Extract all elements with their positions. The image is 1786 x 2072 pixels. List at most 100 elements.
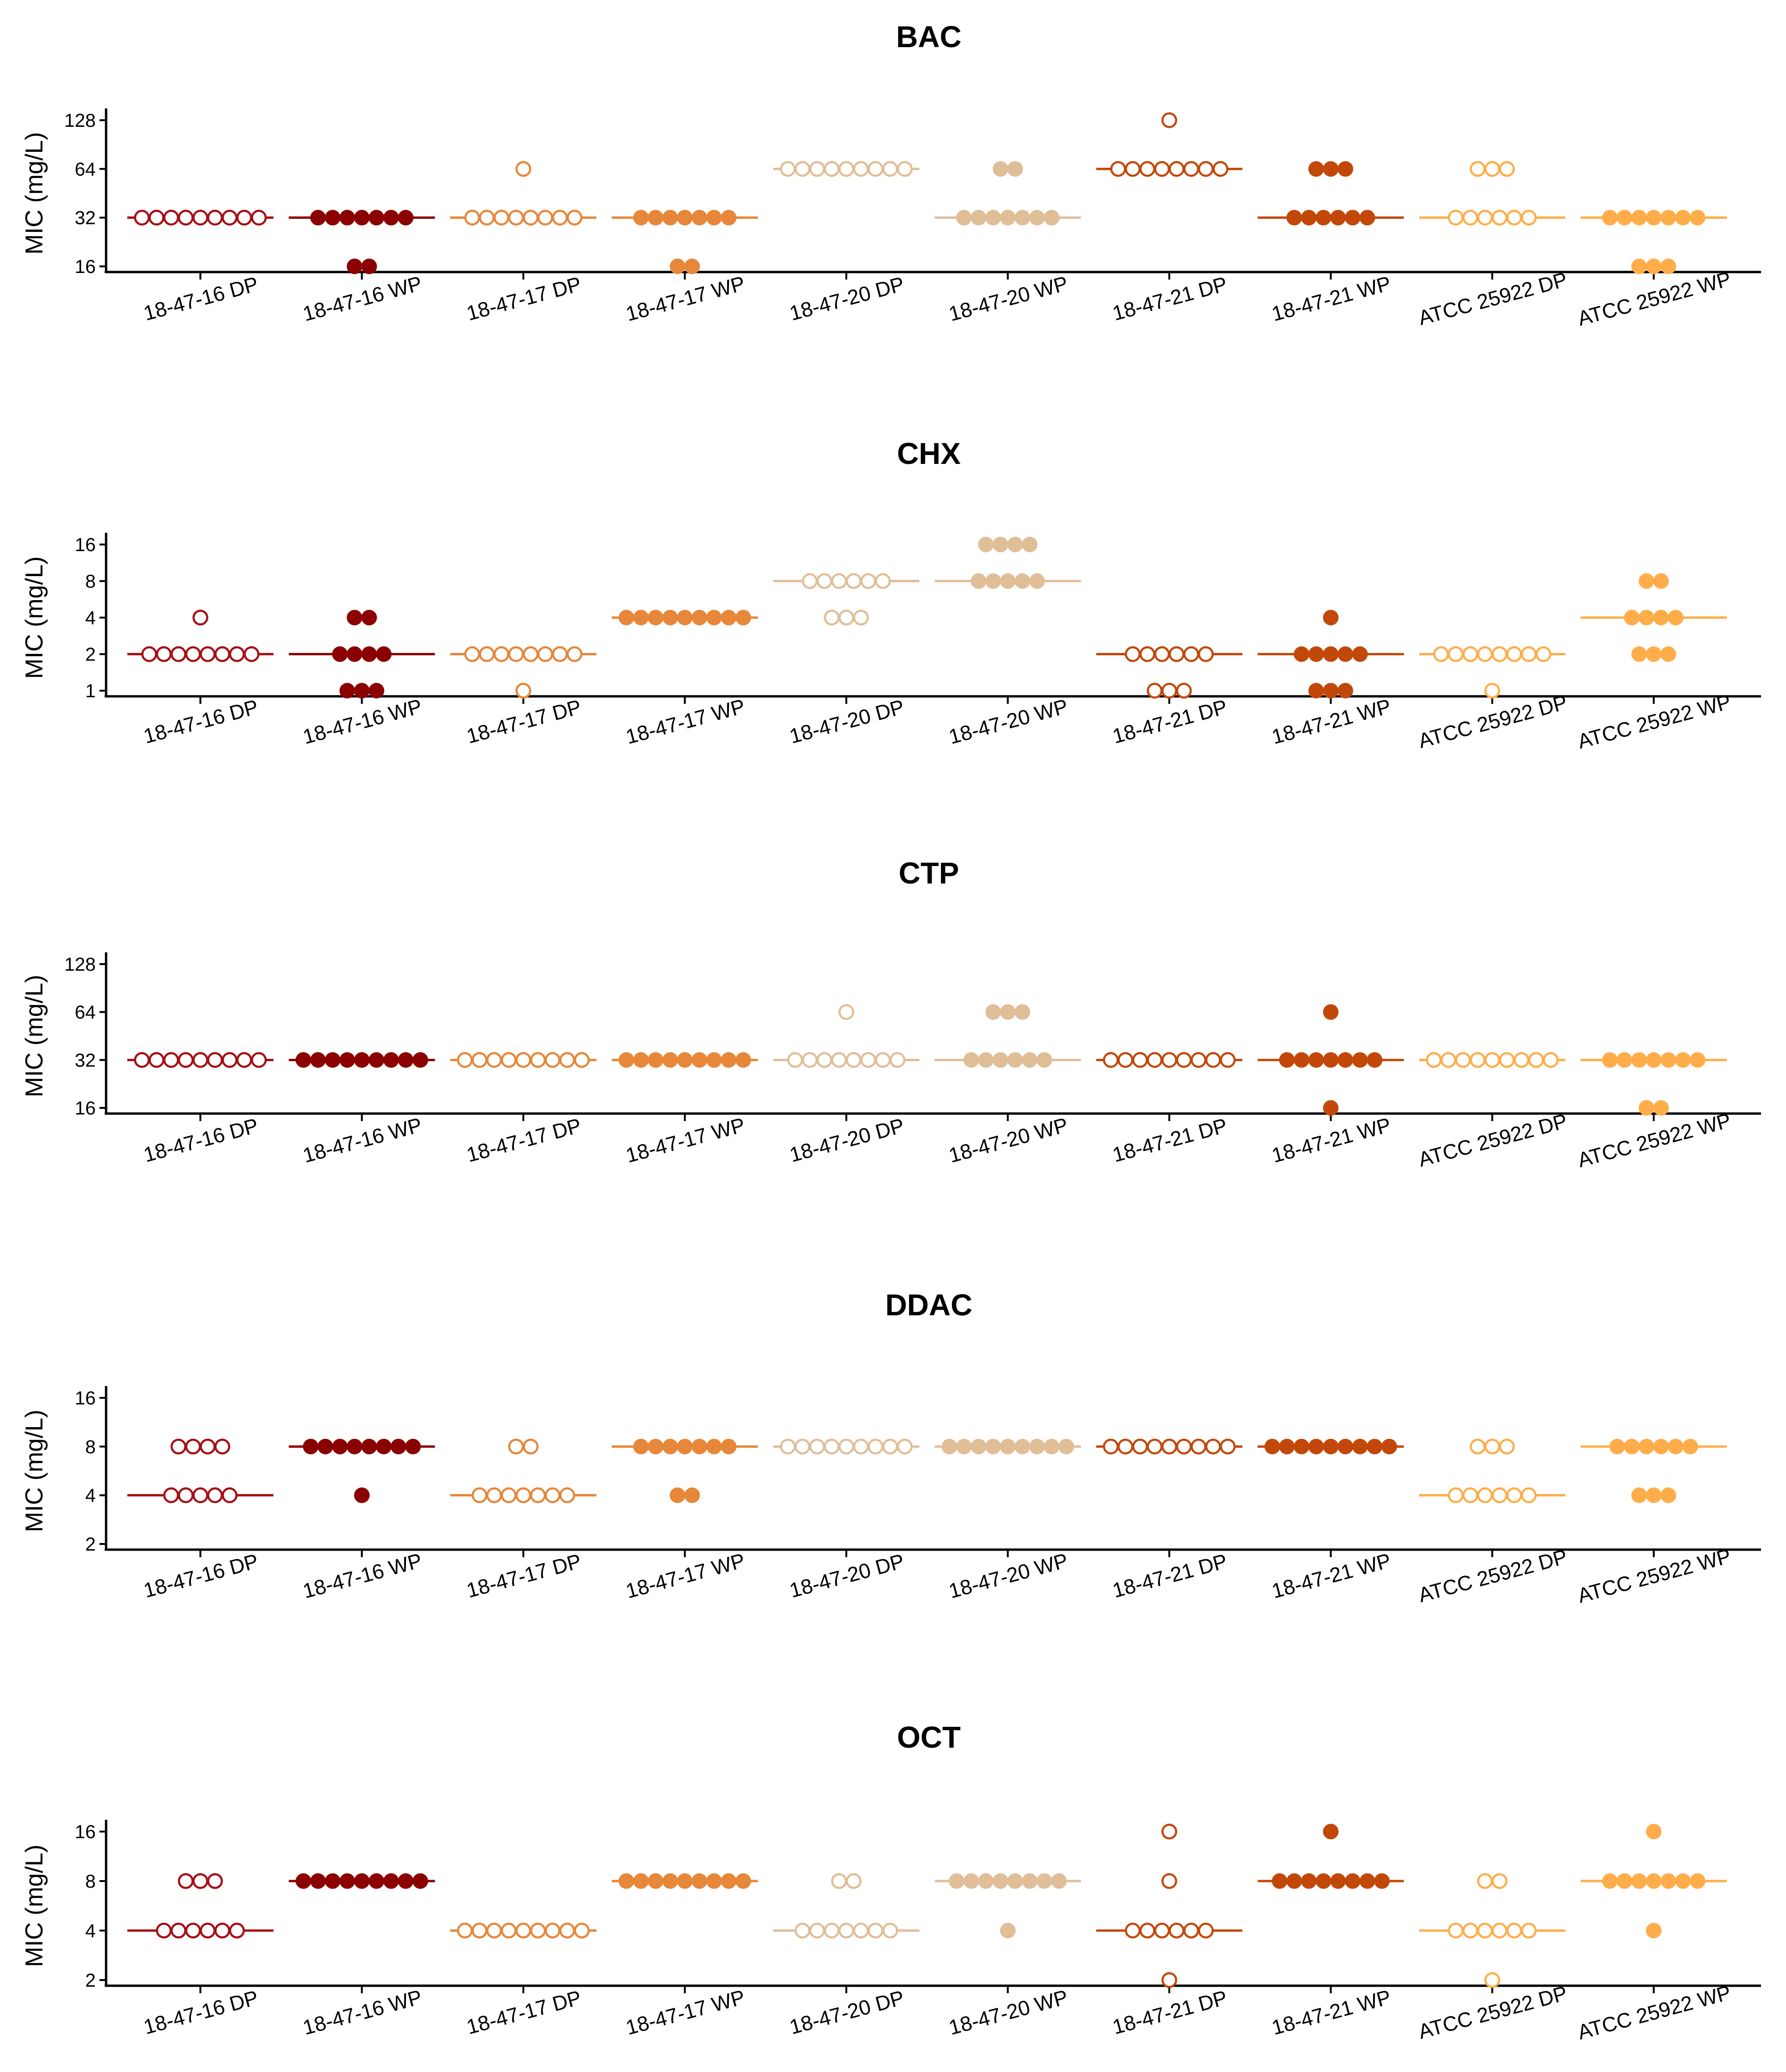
data-point — [1352, 646, 1368, 662]
y-tick-label: 2 — [85, 644, 96, 665]
data-point — [1161, 1824, 1177, 1840]
data-point — [508, 209, 524, 226]
data-point — [838, 1004, 854, 1020]
data-point — [163, 209, 179, 226]
data-point — [192, 1873, 208, 1889]
data-point — [1147, 1052, 1163, 1068]
data-point — [838, 161, 854, 177]
data-point — [1491, 1873, 1508, 1889]
data-point — [310, 210, 326, 226]
data-point — [1103, 1438, 1119, 1455]
data-point — [1125, 161, 1141, 177]
data-point — [1661, 646, 1676, 662]
data-point — [1132, 1438, 1148, 1455]
data-point — [1338, 1438, 1353, 1454]
data-point — [1308, 1438, 1324, 1454]
data-point — [163, 1487, 179, 1503]
data-point — [1624, 1438, 1640, 1454]
data-point — [1484, 683, 1500, 699]
data-point — [1528, 1052, 1544, 1068]
data-point — [515, 683, 531, 699]
data-point — [1491, 1487, 1508, 1503]
data-point — [1323, 1100, 1339, 1116]
data-point — [413, 1052, 428, 1068]
data-point — [1117, 1052, 1133, 1068]
data-point — [170, 646, 187, 662]
data-point — [1147, 1438, 1163, 1455]
data-point — [207, 1487, 223, 1503]
x-tick-label: 18-47-16 DP — [141, 1114, 261, 1167]
data-point — [1374, 1873, 1390, 1889]
data-point — [677, 1873, 693, 1889]
data-point — [1139, 1923, 1156, 1939]
data-point — [1455, 1052, 1471, 1068]
data-point — [633, 1873, 649, 1889]
data-point — [508, 1438, 524, 1455]
data-point — [1359, 210, 1375, 226]
data-point — [1617, 1052, 1632, 1068]
data-point — [831, 1052, 847, 1068]
data-point — [1191, 1438, 1207, 1455]
data-point — [648, 1438, 663, 1454]
data-point — [1653, 1438, 1669, 1454]
data-point — [325, 1052, 340, 1068]
data-point — [1272, 1873, 1288, 1889]
y-tick-label: 4 — [85, 608, 96, 628]
data-point — [1338, 683, 1353, 699]
data-point — [1352, 1438, 1368, 1454]
data-point — [383, 1873, 399, 1889]
data-point — [1212, 161, 1229, 177]
x-tick-label: 18-47-21 DP — [1110, 1986, 1230, 2039]
data-point — [222, 209, 238, 226]
data-point — [1462, 209, 1479, 226]
data-point — [251, 209, 267, 226]
data-point — [662, 1438, 678, 1454]
data-point — [1022, 1873, 1038, 1889]
panel-title: DDAC — [885, 1288, 973, 1322]
data-point — [1668, 610, 1684, 626]
data-point — [310, 1873, 326, 1889]
data-point — [692, 1052, 707, 1068]
data-point — [1323, 1824, 1339, 1840]
data-point — [706, 1438, 722, 1454]
data-point — [1661, 258, 1676, 274]
data-point — [633, 1438, 649, 1454]
data-point — [1022, 1052, 1038, 1068]
data-point — [1338, 161, 1353, 177]
data-point — [845, 1873, 862, 1889]
data-point — [207, 1052, 223, 1068]
data-point — [1183, 646, 1199, 662]
data-point — [1638, 1438, 1654, 1454]
data-point — [1286, 210, 1302, 226]
data-point — [545, 1923, 561, 1939]
data-point — [552, 646, 568, 662]
data-point — [1308, 1052, 1324, 1068]
data-point — [574, 1052, 590, 1068]
data-point — [1323, 683, 1339, 699]
data-point — [1279, 1438, 1295, 1454]
data-point — [347, 646, 363, 662]
x-tick-label: 18-47-17 WP — [623, 1986, 747, 2039]
data-point — [1125, 1923, 1141, 1939]
data-point — [992, 1873, 1009, 1889]
data-point — [398, 1873, 413, 1889]
data-point — [1198, 161, 1214, 177]
data-point — [648, 610, 663, 626]
data-point — [985, 573, 1001, 589]
data-point — [185, 1923, 201, 1939]
data-point — [1205, 1438, 1221, 1455]
y-tick-label: 16 — [75, 1822, 96, 1842]
data-point — [633, 610, 649, 626]
data-point — [243, 646, 260, 662]
data-point — [692, 1438, 707, 1454]
data-point — [1477, 1873, 1493, 1889]
y-tick-label: 1 — [85, 681, 96, 702]
data-point — [706, 610, 722, 626]
data-point — [1154, 161, 1170, 177]
data-point — [816, 573, 833, 589]
data-point — [1198, 1923, 1214, 1939]
data-point — [706, 1052, 722, 1068]
x-tick-label: 18-47-21 WP — [1269, 1114, 1393, 1167]
data-point — [332, 1438, 348, 1454]
